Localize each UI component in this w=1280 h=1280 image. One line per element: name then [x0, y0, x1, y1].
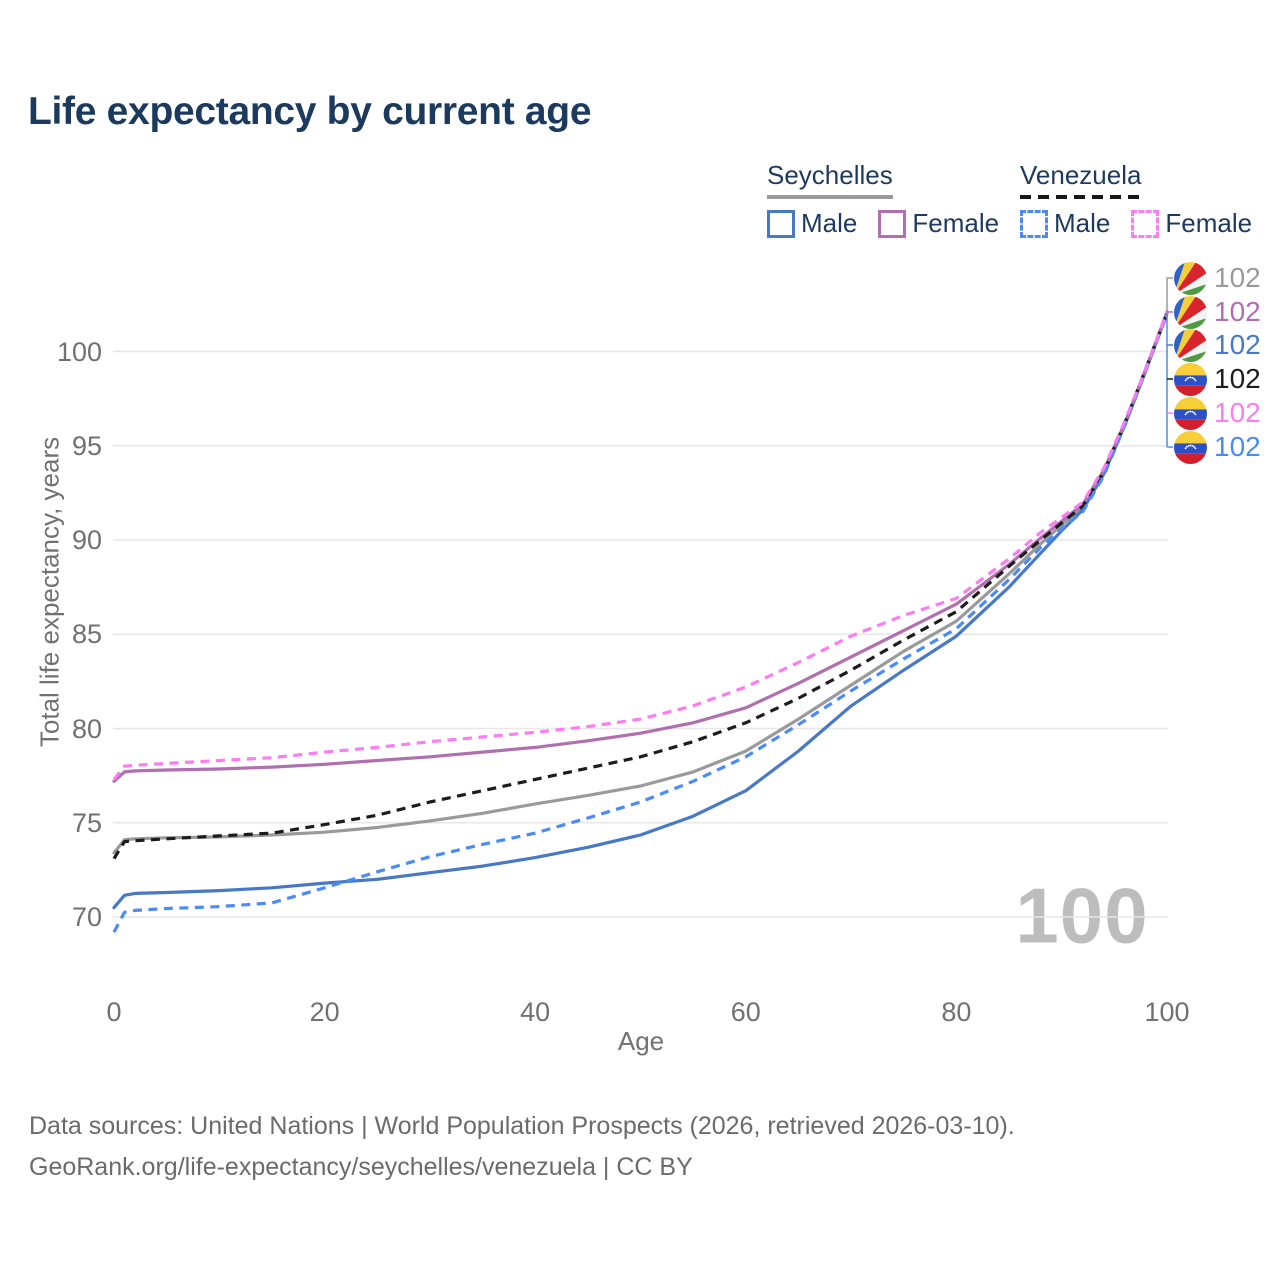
series-line-seychelles-both: [112, 312, 1169, 855]
series-line-seychelles-male: [112, 310, 1169, 910]
series-line-venezuela-male: [112, 313, 1169, 933]
label-connector: [1166, 277, 1173, 312]
series-line-venezuela-female: [112, 311, 1169, 781]
series-line-venezuela-both: [112, 313, 1169, 860]
age-watermark: 100: [1015, 871, 1149, 960]
series-line-seychelles-female: [112, 310, 1169, 783]
